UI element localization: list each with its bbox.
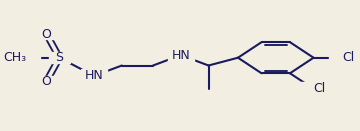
Text: CH₃: CH₃ — [3, 51, 27, 64]
Bar — [81, 69, 107, 83]
Bar — [13, 50, 40, 65]
Text: Cl: Cl — [314, 82, 326, 95]
Bar — [37, 76, 56, 86]
Bar — [329, 50, 356, 65]
Bar — [300, 82, 327, 96]
Text: O: O — [42, 75, 51, 88]
Text: S: S — [55, 51, 63, 64]
Text: HN: HN — [85, 69, 103, 82]
Text: HN: HN — [171, 49, 190, 62]
Bar — [37, 29, 56, 39]
Bar — [168, 48, 194, 62]
Text: Cl: Cl — [343, 51, 355, 64]
Bar — [49, 52, 70, 63]
Text: O: O — [42, 28, 51, 41]
